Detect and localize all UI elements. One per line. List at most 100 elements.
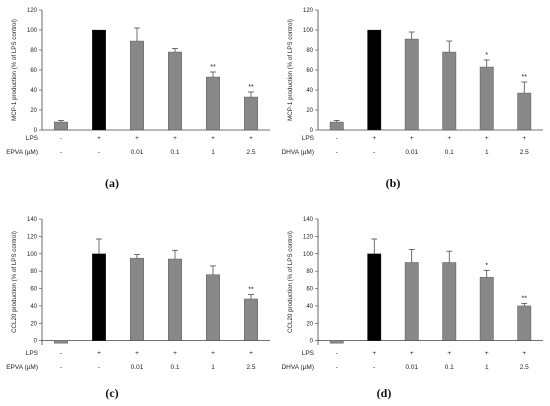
- dose-row-cell: 1: [211, 149, 215, 156]
- y-tick-label: 140: [27, 217, 38, 223]
- chart-panel-b: 0 20 40 60 80 100 120 MCP-1 production (% of LP…: [281, 8, 543, 190]
- lps-row-cell: +: [372, 350, 376, 357]
- bar-5: [517, 305, 532, 341]
- y-tick-label: 20: [306, 321, 313, 327]
- y-tick-label: 120: [303, 234, 314, 240]
- significance-mark: **: [522, 295, 528, 302]
- bar-0: [329, 121, 344, 131]
- y-tick-label: 0: [34, 128, 38, 134]
- dose-row-cell: -: [373, 149, 375, 156]
- dose-row-cell: 1: [211, 364, 215, 371]
- y-tick-label: 60: [306, 287, 313, 293]
- dose-row-cell: 2.5: [520, 149, 529, 156]
- bar-2: [130, 257, 144, 341]
- y-tick-label: 100: [27, 252, 38, 258]
- y-tick-label: 60: [306, 68, 313, 74]
- bar-2: [404, 38, 419, 131]
- bar-4: [206, 274, 220, 341]
- y-tick-label: 100: [303, 28, 314, 34]
- bar-4: [479, 277, 494, 341]
- lps-row-cell: -: [60, 135, 62, 142]
- y-tick-label: 40: [306, 88, 313, 94]
- bar-1: [367, 253, 382, 341]
- bar-3: [168, 258, 182, 341]
- y-tick-label: 40: [30, 304, 37, 310]
- lps-row-cell: +: [97, 135, 101, 142]
- lps-row-cell: +: [211, 350, 215, 357]
- dose-row-cell: 2.5: [520, 364, 529, 371]
- y-tick-label: 140: [303, 217, 314, 223]
- bar-4: [206, 76, 220, 131]
- y-tick-label: 60: [30, 68, 37, 74]
- lps-row-cell: +: [135, 135, 139, 142]
- lps-row-cell: +: [249, 135, 253, 142]
- dose-row-cell: -: [98, 149, 100, 156]
- row-label-dose: EPVA (µM): [6, 364, 38, 371]
- row-label-dose: EPVA (µM): [6, 149, 38, 156]
- dose-row-cell: -: [336, 364, 338, 371]
- panel-label: (a): [105, 176, 119, 190]
- dose-row-cell: -: [60, 364, 62, 371]
- chart-panel-a: 0 20 40 60 80 100 120 MCP-1 production (% of LP…: [6, 8, 270, 190]
- y-tick-label: 100: [27, 28, 38, 34]
- y-tick-label: 80: [30, 48, 37, 54]
- y-tick-label: 80: [30, 269, 37, 275]
- y-tick-label: 20: [306, 108, 313, 114]
- y-tick-label: 20: [30, 321, 37, 327]
- bar-1: [92, 253, 106, 341]
- lps-row-cell: +: [447, 350, 451, 357]
- bar-3: [168, 51, 182, 131]
- bar-5: [517, 92, 532, 131]
- bar-3: [442, 51, 457, 131]
- y-tick-label: 120: [27, 234, 38, 240]
- y-axis-label: CCL20 production (% of LPS control): [11, 231, 18, 333]
- dose-row-cell: -: [336, 149, 338, 156]
- chart-panel-d: 0 20 40 60 80 100 120 140 CCL20 production (% of…: [281, 217, 543, 400]
- lps-row-cell: +: [97, 350, 101, 357]
- row-label-dose: DHVA (µM): [281, 364, 314, 371]
- y-tick-label: 0: [34, 339, 38, 345]
- lps-row-cell: +: [372, 135, 376, 142]
- dose-row-cell: 0.01: [131, 364, 144, 371]
- significance-mark: **: [248, 84, 254, 91]
- dose-row-cell: 0.01: [405, 149, 418, 156]
- lps-row-cell: +: [173, 135, 177, 142]
- y-tick-label: 120: [303, 8, 314, 14]
- lps-row-cell: +: [410, 350, 414, 357]
- lps-row-cell: +: [485, 135, 489, 142]
- lps-row-cell: -: [336, 350, 338, 357]
- y-tick-label: 80: [306, 269, 313, 275]
- lps-row-cell: +: [249, 350, 253, 357]
- dose-row-cell: -: [373, 364, 375, 371]
- row-label-lps: LPS: [26, 135, 39, 142]
- dose-row-cell: 0.01: [131, 149, 144, 156]
- y-tick-label: 40: [306, 304, 313, 310]
- lps-row-cell: +: [522, 350, 526, 357]
- bar-5: [244, 96, 258, 131]
- dose-row-cell: 0.1: [445, 364, 454, 371]
- y-axis-label: CCL20 production (% of LPS control): [287, 231, 294, 333]
- dose-row-cell: 2.5: [246, 364, 255, 371]
- dose-row-cell: 0.01: [405, 364, 418, 371]
- significance-mark: **: [522, 74, 528, 81]
- y-tick-label: 120: [27, 8, 38, 14]
- chart-panel-c: 0 20 40 60 80 100 120 140 CCL20 production (% of…: [6, 217, 270, 400]
- lps-row-cell: -: [336, 135, 338, 142]
- bar-0: [54, 340, 68, 344]
- bar-2: [404, 262, 419, 341]
- lps-row-cell: +: [522, 135, 526, 142]
- significance-mark: **: [210, 64, 216, 71]
- dose-row-cell: -: [60, 149, 62, 156]
- y-tick-label: 100: [303, 252, 314, 258]
- row-label-lps: LPS: [26, 350, 39, 357]
- significance-mark: *: [485, 52, 488, 59]
- y-axis-label: MCP-1 production (% of LPS control): [287, 19, 294, 121]
- bar-4: [479, 66, 494, 131]
- lps-row-cell: +: [173, 350, 177, 357]
- lps-row-cell: +: [447, 135, 451, 142]
- y-tick-label: 20: [30, 108, 37, 114]
- bar-0: [329, 340, 344, 344]
- lps-row-cell: +: [410, 135, 414, 142]
- panel-label: (d): [377, 386, 392, 400]
